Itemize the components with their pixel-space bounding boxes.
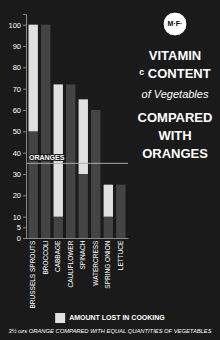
bar-segment bbox=[41, 24, 50, 25]
y-tick-mark bbox=[23, 238, 26, 239]
y-axis: 0 510 20 30 40 50 60 70 80 90 100 bbox=[8, 15, 26, 243]
y-tick-label: 50 bbox=[13, 127, 21, 136]
bar-segment bbox=[66, 84, 75, 238]
title: VITAMIN bbox=[149, 48, 201, 63]
y-tick-label: 0 bbox=[17, 234, 21, 243]
y-tick: 80 bbox=[13, 63, 26, 72]
reference-lines bbox=[26, 163, 128, 164]
x-tick: CABBAGE bbox=[54, 238, 61, 272]
bar-segment bbox=[91, 110, 100, 238]
reference-label: ORANGES bbox=[29, 154, 65, 161]
bar-segment bbox=[29, 131, 38, 238]
title: ᶜ CONTENT bbox=[139, 66, 210, 81]
y-tick-mark bbox=[23, 217, 26, 218]
subtitle: of Vegetables bbox=[142, 88, 209, 100]
chart: ORANGES 0 510 20 30 40 50 60 70 80 90 100 BRUSSELS S… bbox=[0, 0, 220, 340]
bar-segment bbox=[116, 184, 125, 185]
y-tick-mark bbox=[23, 110, 26, 111]
y-tick-label: 70 bbox=[13, 85, 21, 94]
y-tick: 0 bbox=[17, 234, 26, 243]
bars bbox=[29, 25, 126, 238]
x-axis: BRUSSELS SPROUTS BROCCOLI CABBAGE CAULIFLOW… bbox=[27, 238, 129, 309]
bar-segment bbox=[91, 110, 100, 111]
x-tick: CAULIFLOWER bbox=[67, 238, 74, 288]
bar-segment bbox=[79, 99, 88, 174]
category-label: LETTUCE bbox=[117, 240, 124, 270]
x-tick: BROCCOLI bbox=[42, 238, 49, 275]
category-label: WATERCRESS bbox=[92, 240, 99, 286]
category-label: CAULIFLOWER bbox=[67, 240, 74, 287]
series bbox=[29, 25, 126, 238]
y-tick: 5 bbox=[17, 223, 26, 232]
y-tick-mark bbox=[23, 131, 26, 132]
y-tick: 10 bbox=[13, 213, 26, 222]
y-tick-mark bbox=[23, 153, 26, 154]
y-tick-label: 5 bbox=[17, 223, 21, 232]
bar-segment bbox=[54, 84, 63, 216]
legend: AMOUNT LOST IN COOKING bbox=[55, 313, 165, 323]
footnote: 3½ ozs ORANGE COMPARED WITH EQUAL QUANTI… bbox=[8, 328, 211, 334]
subtitle: ORANGES bbox=[142, 146, 208, 161]
y-tick-label: 10 bbox=[13, 213, 21, 222]
y-tick-label: 30 bbox=[13, 170, 21, 179]
legend-swatch bbox=[55, 313, 65, 323]
y-tick: 70 bbox=[13, 85, 26, 94]
y-tick-mark bbox=[23, 174, 26, 175]
y-tick-mark bbox=[23, 46, 26, 47]
category-label: BRUSSELS SPROUTS bbox=[29, 240, 36, 309]
logo-badge bbox=[163, 12, 187, 36]
subtitle: COMPARED bbox=[138, 110, 213, 125]
bar-segment bbox=[104, 217, 113, 238]
y-tick: 60 bbox=[13, 106, 26, 115]
category-label: SPRING ONION bbox=[104, 240, 111, 288]
bar-segment bbox=[41, 25, 50, 238]
y-tick: 90 bbox=[13, 42, 26, 51]
y-tick-mark bbox=[23, 25, 26, 26]
category-label: CABBAGE bbox=[54, 240, 61, 272]
y-tick: 100 bbox=[8, 21, 26, 30]
y-tick-mark bbox=[23, 195, 26, 196]
y-tick: 40 bbox=[13, 149, 26, 158]
bar-segment bbox=[29, 25, 38, 132]
y-tick-label: 100 bbox=[8, 21, 21, 30]
bar-segment bbox=[79, 174, 88, 238]
y-tick-label: 40 bbox=[13, 149, 21, 158]
x-tick: WATERCRESS bbox=[92, 238, 99, 286]
legend-label: AMOUNT LOST IN COOKING bbox=[69, 314, 165, 321]
y-axis-line bbox=[23, 15, 27, 239]
y-tick: 50 bbox=[13, 127, 26, 136]
category-label: BROCCOLI bbox=[42, 240, 49, 274]
series bbox=[29, 25, 113, 217]
y-tick-label: 20 bbox=[13, 191, 21, 200]
x-tick: BRUSSELS SPROUTS bbox=[29, 238, 36, 309]
bar-segment bbox=[54, 217, 63, 238]
y-tick: 30 bbox=[13, 170, 26, 179]
x-axis-line bbox=[27, 238, 129, 239]
background bbox=[0, 0, 220, 340]
bar-segment bbox=[116, 185, 125, 238]
y-tick-label: 90 bbox=[13, 42, 21, 51]
bar-segment bbox=[66, 84, 75, 85]
y-tick: 20 bbox=[13, 191, 26, 200]
x-tick: SPINACH bbox=[79, 238, 86, 270]
y-tick-mark bbox=[23, 67, 26, 68]
reference-line bbox=[26, 163, 128, 164]
y-tick-label: 80 bbox=[13, 63, 21, 72]
y-tick-mark bbox=[23, 227, 26, 228]
y-tick-mark bbox=[23, 89, 26, 90]
x-tick: SPRING ONION bbox=[104, 238, 111, 289]
y-tick-label: 60 bbox=[13, 106, 21, 115]
logo-text: M·F· bbox=[168, 20, 183, 27]
x-tick: LETTUCE bbox=[117, 238, 124, 270]
subtitle: WITH bbox=[158, 128, 191, 143]
bar-segment bbox=[104, 185, 113, 217]
category-label: SPINACH bbox=[79, 240, 86, 269]
